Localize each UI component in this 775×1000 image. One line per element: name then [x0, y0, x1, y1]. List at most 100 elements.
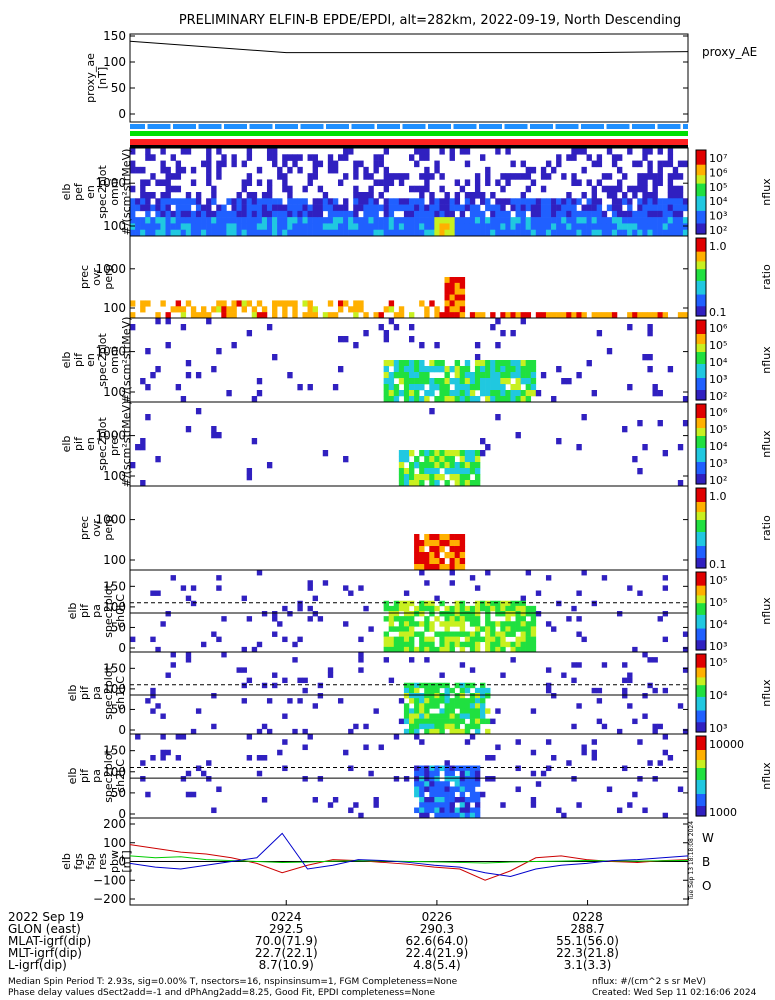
spectrogram-cell [439, 534, 445, 541]
spectrogram-cell [256, 223, 263, 231]
spectrogram-cell [170, 575, 176, 581]
spectrogram-cell [566, 229, 572, 237]
colorbar-segment [696, 310, 706, 313]
spectrogram-cell [170, 198, 176, 205]
ytick-label: 1000 [95, 176, 126, 190]
spectrogram-cell [312, 198, 318, 205]
spectrogram-cell [601, 223, 608, 231]
spectrogram-cell [530, 646, 537, 653]
spectrogram-cell [429, 360, 435, 367]
spectrogram-cell [485, 396, 491, 403]
strip-gap [553, 124, 556, 129]
spectrogram-cell [490, 204, 496, 212]
spectrogram-cell [256, 312, 263, 319]
spectrogram-cell [459, 611, 466, 617]
ytick-label: 50 [111, 81, 126, 95]
colorbar-segment [696, 314, 706, 317]
spectrogram-cell [571, 210, 577, 218]
spectrogram-cell [556, 807, 562, 814]
spectrogram-cell [652, 776, 658, 782]
spectrogram-cell [419, 204, 425, 212]
spectrogram-cell [155, 312, 161, 319]
colorbar-segment [696, 630, 706, 634]
spectrogram-cell [312, 312, 318, 319]
spectrogram-cell [469, 718, 476, 725]
ylabel-5: elb pif en spec2plot prec #/(scm²strMeV) [60, 401, 133, 488]
colorbar-segment [696, 572, 706, 575]
spectrogram-cell [439, 378, 445, 385]
spectrogram-cell [140, 480, 146, 487]
colorbar-segment [696, 374, 706, 377]
spectrogram-cell [556, 198, 562, 205]
spectrogram-cell [556, 600, 562, 607]
spectrogram-cell [231, 204, 237, 212]
spectrogram-cell [662, 585, 669, 591]
spectrogram-cell [596, 210, 603, 218]
strip-gap [400, 124, 403, 129]
colorbar-segment [696, 536, 706, 539]
spectrogram-cell [571, 198, 577, 205]
colorbar-segment [696, 219, 706, 222]
spectrogram-cell [282, 765, 288, 772]
spectrogram-cell [378, 204, 384, 212]
spectrogram-cell [469, 611, 476, 617]
spectrogram-cell [434, 342, 440, 349]
colorbar-tick: 10⁴ [709, 356, 728, 369]
spectrogram-cell [459, 797, 466, 803]
spectrogram-cell [429, 703, 435, 709]
spectrogram-cell [429, 626, 435, 632]
spectrogram-cell [317, 693, 324, 699]
spectrogram-cell [591, 600, 597, 607]
spectrogram-cell [266, 728, 273, 735]
colorbar-segment [696, 687, 706, 690]
spectrogram-cell [236, 300, 242, 307]
spectrogram-cell [490, 605, 496, 612]
spectrogram-cell [485, 179, 491, 187]
colorbar-segment [696, 277, 706, 280]
spectrogram-cell [657, 173, 663, 180]
spectrogram-cell [459, 786, 466, 793]
spectrogram-cell [327, 154, 334, 161]
ytick-label: 150 [103, 579, 126, 593]
spectrogram-cell [525, 360, 532, 367]
spectrogram-cell [195, 204, 202, 212]
ylabel-line: spec2plot [102, 584, 115, 638]
spectrogram-cell [378, 312, 384, 319]
spectrogram-cell [277, 300, 283, 307]
spectrogram-cell [414, 631, 420, 637]
spectrogram-cell [515, 616, 521, 622]
spectrogram-cell [393, 646, 400, 653]
spectrogram-cell [444, 646, 450, 653]
spectrogram-cell [586, 204, 592, 212]
spectrogram-cell [216, 585, 222, 591]
spectrogram-cell [145, 217, 151, 224]
spectrogram-cell [647, 166, 653, 174]
colorbar-segment [696, 655, 706, 659]
spectrogram-cell [282, 185, 288, 193]
spectrogram-cell [297, 605, 303, 612]
spectrogram-cell [185, 198, 192, 205]
spectrogram-cell [251, 312, 258, 319]
panel-frame-3 [129, 235, 689, 319]
strip-gap [578, 124, 581, 129]
spectrogram-cell [424, 540, 430, 547]
spectrogram-cell [145, 223, 151, 231]
spectrogram-cell [480, 713, 486, 719]
spectrogram-cell [474, 802, 481, 808]
spectrogram-cell [434, 468, 440, 475]
spectrogram-cell [388, 372, 395, 379]
spectrogram-cell [226, 217, 232, 224]
spectrogram-cell [135, 734, 141, 740]
spectrogram-cell [403, 631, 410, 637]
colorbar-segment [696, 450, 706, 453]
spectrogram-cell [500, 672, 506, 678]
colorbar-tick: 10⁴ [709, 618, 728, 631]
spectrogram-cell [500, 631, 506, 637]
colorbar-tick: 10³ [709, 210, 727, 223]
spectrogram-cell [474, 693, 481, 699]
spectrogram-cell [525, 217, 532, 224]
spectrogram-cell [246, 468, 253, 475]
colorbar-segment [696, 786, 706, 789]
spectrogram-cell [419, 217, 425, 224]
spectrogram-cell [393, 324, 400, 331]
